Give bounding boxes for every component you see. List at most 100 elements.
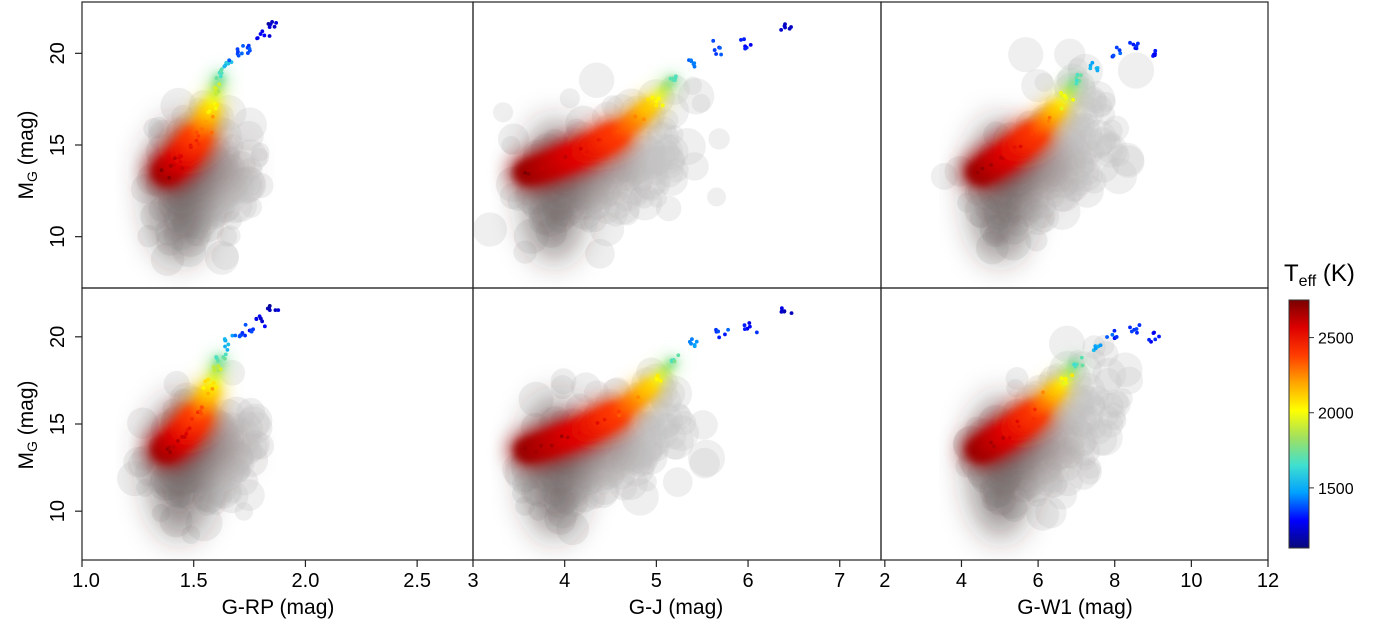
density-blob (637, 424, 662, 449)
density-blob (664, 158, 689, 183)
density-blob (248, 172, 274, 199)
density-blob (250, 147, 270, 167)
density-blob (648, 154, 670, 176)
density-blob (1063, 177, 1088, 202)
data-point (187, 426, 192, 431)
data-point (276, 308, 281, 313)
data-point (782, 309, 787, 314)
density-blob (1087, 419, 1107, 439)
data-point (991, 444, 996, 449)
data-point (747, 324, 752, 329)
density-blob (1107, 144, 1130, 167)
density-blob (1068, 157, 1103, 192)
data-point (1098, 343, 1103, 348)
density-blob (236, 406, 270, 440)
data-point (1153, 337, 1158, 342)
density-blob (1029, 199, 1050, 219)
density-blob (238, 174, 262, 197)
density-blob (1101, 389, 1129, 416)
density-blob (1077, 405, 1104, 431)
density-blob (1066, 457, 1100, 490)
density-blob (1028, 201, 1060, 233)
density-blob (585, 238, 615, 269)
data-point (206, 377, 211, 382)
density-blob (626, 184, 663, 221)
density-blob (641, 410, 661, 430)
x-tick-label: 6 (742, 570, 753, 592)
data-point (1078, 73, 1083, 78)
density-blob (1096, 411, 1124, 438)
panel-r0-c0: 10 15 20 (47, 1, 474, 289)
data-point (1079, 355, 1084, 360)
density-blob (1103, 115, 1130, 142)
data-point (180, 434, 185, 439)
density-blob (629, 186, 649, 207)
density-blob (217, 187, 253, 224)
density-blob (213, 197, 235, 219)
density-blob (501, 135, 521, 155)
density-blob (637, 471, 657, 492)
density-blob (1093, 334, 1115, 357)
data-point (565, 435, 570, 440)
data-point (179, 154, 183, 159)
sequence-body (966, 359, 1081, 463)
density-blob (683, 76, 702, 96)
density-blob (1060, 126, 1082, 147)
data-points (523, 22, 793, 176)
data-point (742, 37, 746, 42)
density-blob (607, 461, 636, 490)
x-tick-label: 6 (1033, 570, 1044, 592)
data-point (1016, 424, 1021, 429)
data-point (168, 450, 173, 454)
data-point (217, 82, 222, 87)
density-blob (1069, 435, 1100, 467)
data-point (218, 367, 223, 372)
density-blob (1060, 129, 1081, 150)
data-point (190, 416, 194, 421)
data-point (230, 333, 235, 338)
density-blob (637, 412, 658, 434)
data-point (167, 175, 171, 180)
data-point (258, 316, 263, 321)
x-tick-label: 12 (1257, 570, 1279, 592)
density-blob (691, 93, 711, 113)
data-point (616, 129, 620, 134)
data-point (646, 97, 651, 102)
density-blob (1089, 385, 1109, 406)
density-blob (1055, 399, 1087, 431)
data-point (225, 347, 230, 352)
density-blob (234, 502, 254, 521)
data-point (539, 443, 543, 448)
panel-frame (880, 287, 1269, 561)
data-point (199, 405, 204, 410)
density-blob (629, 435, 663, 469)
y-axis-title-text-top: MG (mag) (15, 110, 40, 199)
data-point (654, 103, 659, 108)
density-blob (1077, 460, 1102, 485)
density-blob (641, 418, 662, 439)
density-blob (1079, 119, 1117, 158)
density-blob (644, 436, 670, 462)
y-tick-label: 10 (47, 226, 69, 248)
density-blob (239, 433, 268, 462)
density-blob (641, 158, 663, 180)
data-point (1105, 335, 1109, 339)
density-blob (135, 478, 155, 497)
data-point (273, 308, 278, 313)
density-blob (1063, 135, 1089, 161)
sequence-trace (958, 357, 1083, 468)
data-point (236, 53, 241, 58)
density-blob (1076, 126, 1097, 146)
density-blob (1090, 95, 1113, 118)
density-blob (1094, 368, 1122, 396)
density-blob (610, 473, 638, 501)
density-blob (219, 225, 241, 247)
data-point (194, 138, 199, 143)
density-blob (240, 411, 273, 444)
data-point (1112, 328, 1117, 333)
panel-plot-area (131, 19, 279, 276)
density-blob (1044, 193, 1081, 230)
data-point (258, 32, 263, 36)
x-tick-label: 1.5 (180, 570, 208, 592)
data-point (718, 45, 722, 50)
